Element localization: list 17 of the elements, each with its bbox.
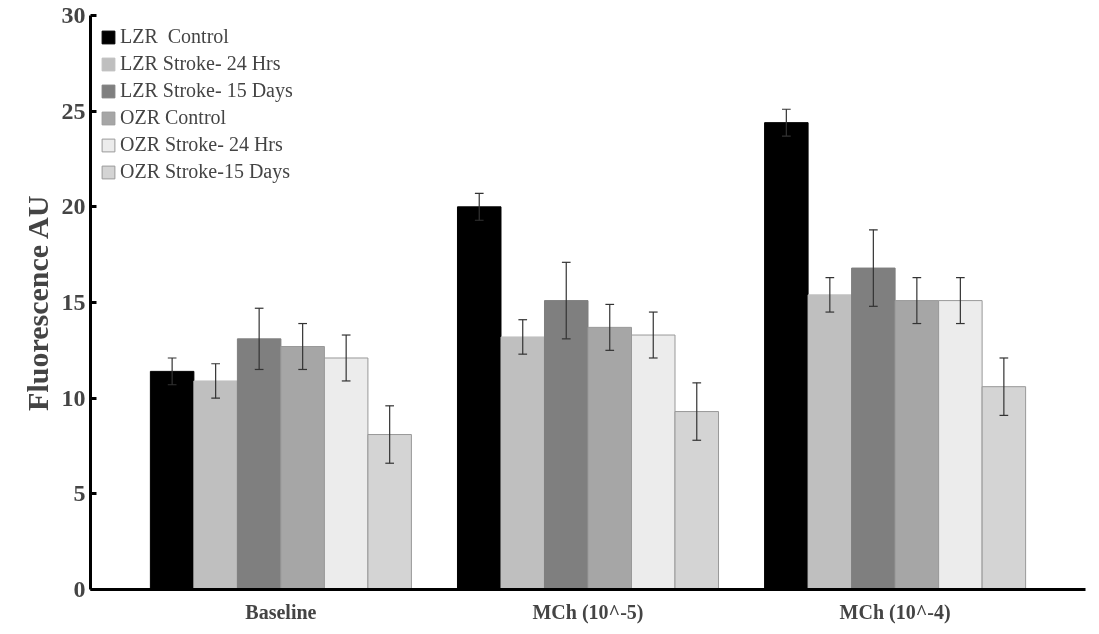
x-tick-label: MCh (10^-5) [532, 600, 644, 624]
y-tick-label: 15 [61, 289, 86, 315]
legend-label: LZR Control [120, 25, 229, 48]
x-tick-label: Baseline [245, 600, 317, 623]
legend-label: OZR Stroke- 24 Hrs [120, 133, 283, 156]
y-tick-label: 0 [73, 576, 86, 602]
y-tick-label: 30 [61, 2, 86, 28]
y-tick-label: 10 [61, 384, 86, 411]
y-tick-label: 20 [61, 193, 86, 220]
legend-label: LZR Stroke- 24 Hrs [120, 52, 281, 75]
y-axis-title: Fluorescence AU [20, 195, 54, 411]
y-tick-label: 5 [73, 480, 86, 507]
y-tick-label: 25 [61, 97, 86, 124]
legend-label: OZR Control [120, 106, 227, 129]
legend-label: LZR Stroke- 15 Days [120, 79, 293, 102]
legend-label: OZR Stroke-15 Days [120, 160, 290, 183]
x-tick-label: MCh (10^-4) [839, 600, 951, 624]
